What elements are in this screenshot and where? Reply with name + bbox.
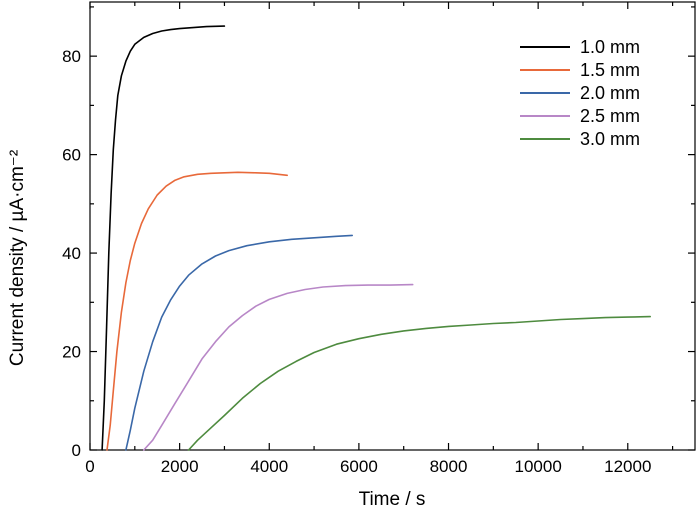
legend-label: 2.0 mm: [580, 83, 640, 103]
legend: 1.0 mm 1.5 mm 2.0 mm 2.5 mm 3.0 mm: [520, 37, 640, 149]
y-tick-label: 40: [62, 244, 81, 263]
y-axis-title: Current density / µA·cm⁻²: [7, 150, 28, 366]
legend-label: 1.0 mm: [580, 37, 640, 57]
major-ticks: [89, 2, 695, 451]
y-tick-label: 60: [62, 146, 81, 165]
y-tick-labels: 0 20 40 60 80: [62, 47, 81, 460]
y-tick-label: 20: [62, 343, 81, 362]
series-lines: [101, 25, 651, 451]
x-tick-label: 4000: [250, 457, 288, 476]
minor-ticks: [90, 2, 695, 450]
y-tick-label: 80: [62, 47, 81, 66]
x-axis-title: Time / s: [359, 489, 426, 510]
x-tick-label: 12000: [604, 457, 651, 476]
series-line: [125, 234, 353, 451]
x-tick-label: 2000: [161, 457, 199, 476]
legend-label: 3.0 mm: [580, 129, 640, 149]
series-line: [106, 171, 288, 451]
legend-label: 1.5 mm: [580, 60, 640, 80]
series-line: [187, 315, 651, 451]
x-tick-label: 8000: [430, 457, 468, 476]
x-tick-label: 6000: [340, 457, 378, 476]
y-tick-label: 0: [72, 441, 81, 460]
legend-label: 2.5 mm: [580, 106, 640, 126]
series-line: [101, 25, 226, 451]
x-tick-label: 0: [85, 457, 94, 476]
plot-border: [89, 1, 696, 451]
plot-frame: [89, 1, 696, 451]
series-line: [143, 283, 414, 451]
x-tick-labels: 0 2000 4000 6000 8000 10000 12000: [85, 457, 651, 476]
x-tick-label: 10000: [515, 457, 562, 476]
